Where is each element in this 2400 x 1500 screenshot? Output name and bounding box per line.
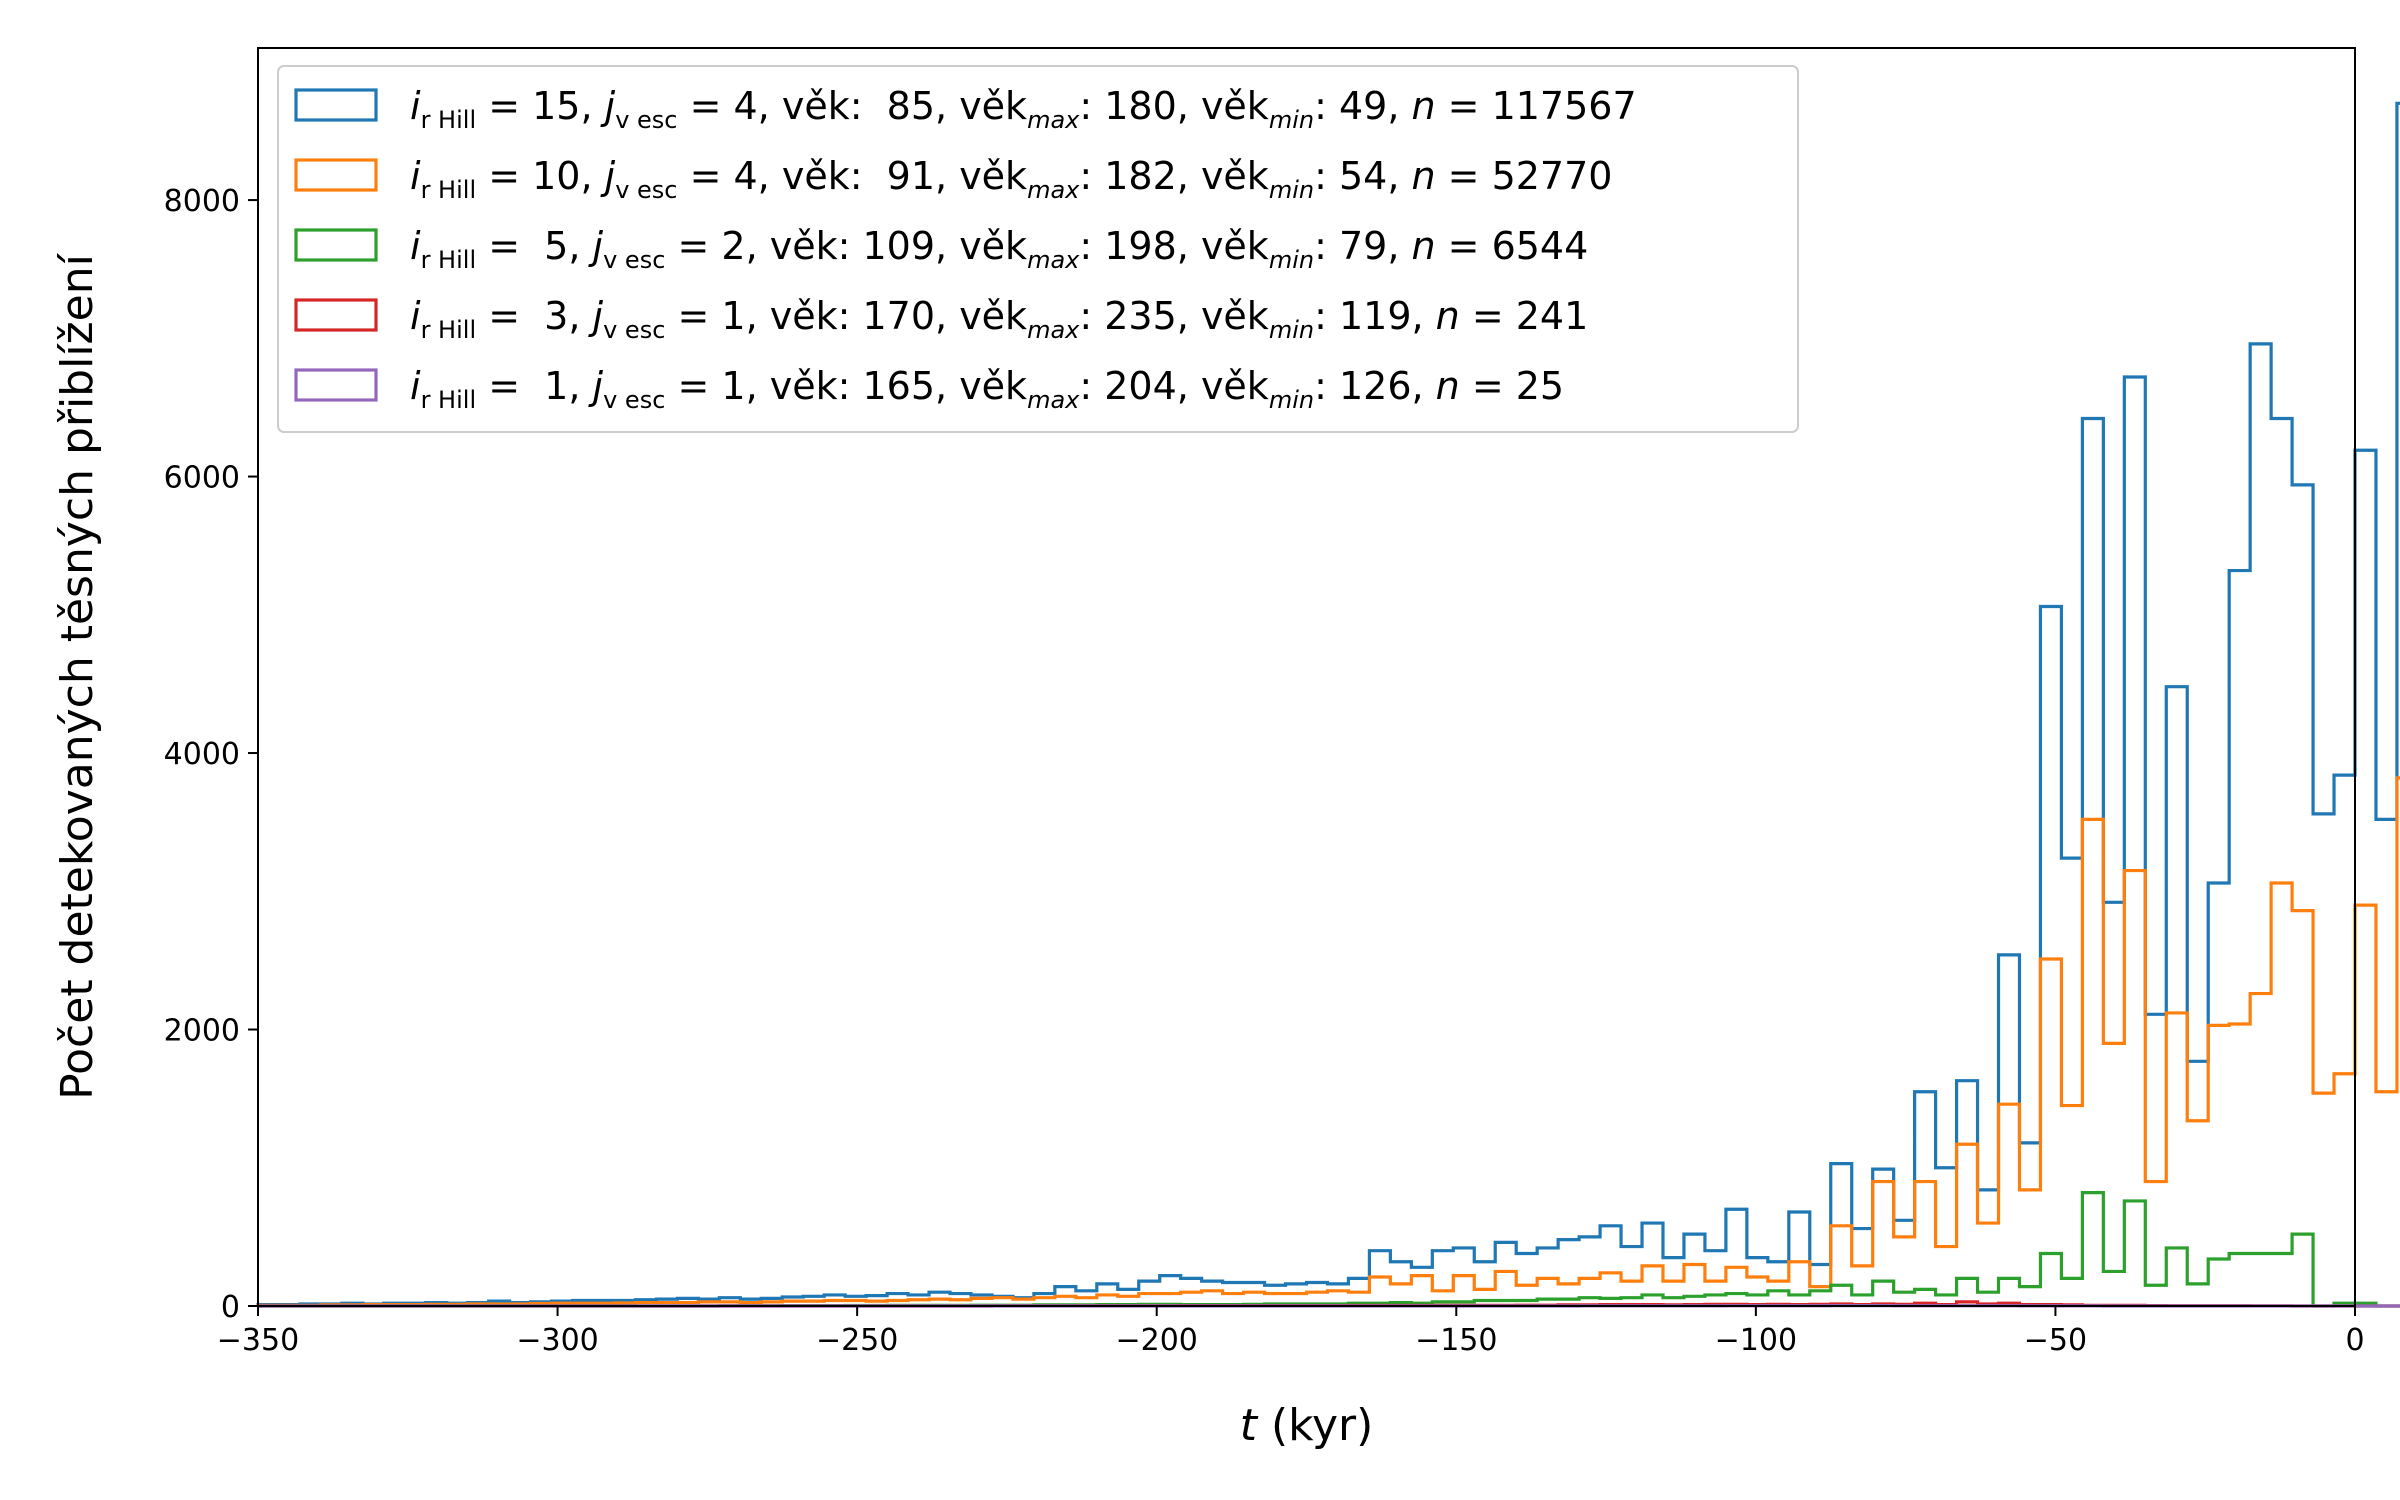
series-1-step-outline — [256, 101, 2400, 1307]
x-axis-label-variable: t — [1240, 1400, 1271, 1451]
legend: ir Hill = 15, jv esc = 4, věk: 85, věkma… — [277, 65, 1799, 433]
legend-entry-2: ir Hill = 10, jv esc = 4, věk: 91, věkma… — [410, 154, 1612, 204]
x-axis-label-unit: (kyr) — [1271, 1400, 1373, 1451]
y-axis: 0 2000 4000 6000 8000 — [164, 184, 258, 1325]
legend-entry-5: ir Hill = 1, jv esc = 1, věk: 165, věkma… — [410, 364, 1564, 414]
x-axis-label: t (kyr) — [1240, 1400, 1374, 1451]
legend-entry-3: ir Hill = 5, jv esc = 2, věk: 109, věkma… — [410, 224, 1588, 274]
y-axis-label: Počet detekovaných těsných přiblížení — [52, 252, 103, 1099]
x-tick-label: −200 — [1116, 1323, 1198, 1358]
x-tick-label: −150 — [1415, 1323, 1497, 1358]
x-tick-label: −350 — [217, 1323, 299, 1358]
y-tick-label: 0 — [221, 1290, 240, 1325]
legend-swatch-1 — [294, 88, 378, 122]
legend-swatch-5 — [294, 368, 378, 402]
series-2-step-outline — [256, 776, 2400, 1307]
legend-swatch-2 — [294, 158, 378, 192]
legend-entry-1: ir Hill = 15, jv esc = 4, věk: 85, věkma… — [410, 84, 1637, 134]
y-tick-label: 2000 — [164, 1014, 240, 1049]
y-tick-label: 8000 — [164, 184, 240, 219]
x-tick-label: −100 — [1715, 1323, 1797, 1358]
y-tick-label: 4000 — [164, 737, 240, 772]
plot-frame — [257, 47, 2356, 1307]
legend-swatch-4 — [294, 298, 378, 332]
legend-swatch-3 — [294, 228, 378, 262]
x-tick-label: −250 — [816, 1323, 898, 1358]
x-tick-label: −50 — [2024, 1323, 2087, 1358]
y-tick-label: 6000 — [164, 461, 240, 496]
legend-box — [277, 65, 1799, 433]
x-axis: −350 −300 −250 −200 −150 −100 −50 0 — [217, 1306, 2365, 1358]
x-tick-label: 0 — [2345, 1323, 2364, 1358]
legend-entry-4: ir Hill = 3, jv esc = 1, věk: 170, věkma… — [410, 294, 1588, 344]
x-tick-label: −300 — [516, 1323, 598, 1358]
